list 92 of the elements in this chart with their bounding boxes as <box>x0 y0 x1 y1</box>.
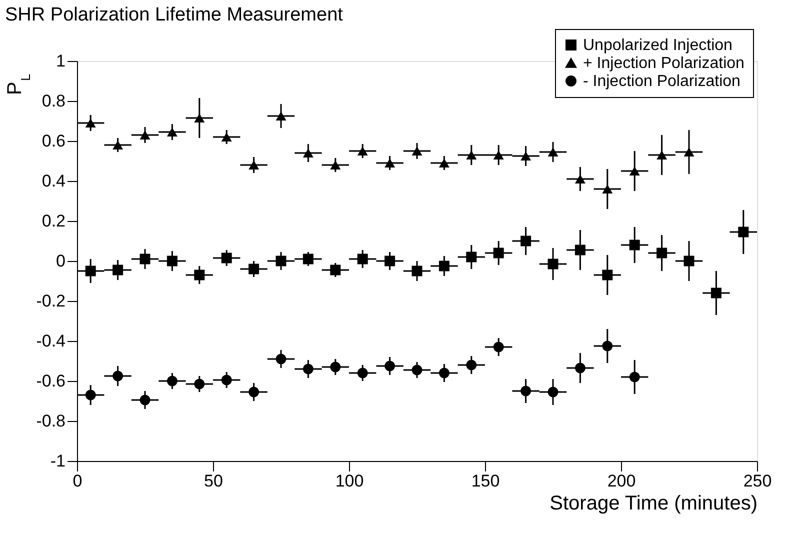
point <box>412 364 422 376</box>
point <box>710 288 722 298</box>
point <box>656 150 668 160</box>
y-axis-title: PL <box>4 74 33 95</box>
point <box>629 372 640 382</box>
y-tick-label: 0 <box>56 252 66 270</box>
point <box>384 158 396 168</box>
point <box>276 354 286 364</box>
point <box>194 270 205 280</box>
chart-title: SHR Polarization Lifetime Measurement <box>5 4 344 26</box>
point <box>574 174 586 184</box>
point <box>357 368 368 378</box>
point <box>112 264 124 276</box>
y-tick-label: -0.6 <box>36 372 66 390</box>
y-tick-label: 0.4 <box>42 172 66 190</box>
point <box>85 266 96 276</box>
point <box>248 264 260 274</box>
x-tick-label: 0 <box>72 472 82 490</box>
point <box>656 248 668 258</box>
point <box>466 150 477 160</box>
point <box>384 256 396 266</box>
point <box>276 256 286 266</box>
y-tick-label: 1 <box>56 52 66 70</box>
point <box>629 240 640 250</box>
point <box>684 256 694 266</box>
point <box>330 264 341 276</box>
x-axis-title: Storage Time (minutes) <box>550 492 758 514</box>
point <box>438 158 450 168</box>
y-tick-label: 0.8 <box>42 92 66 110</box>
point <box>302 254 314 264</box>
point <box>684 147 694 157</box>
point <box>493 248 504 258</box>
point <box>548 386 558 398</box>
point <box>112 370 124 382</box>
point <box>438 368 450 378</box>
y-tick-label: 0.6 <box>42 132 66 150</box>
y-tick-label: -0.2 <box>36 292 66 310</box>
point <box>140 130 150 140</box>
point <box>194 113 205 123</box>
point <box>466 252 477 262</box>
point <box>357 146 368 156</box>
point <box>140 254 150 264</box>
point <box>112 140 124 150</box>
point <box>438 260 450 272</box>
point <box>194 378 205 390</box>
point <box>357 254 368 264</box>
legend-label: + Injection Polarization <box>583 55 744 72</box>
y-tick-label: -0.8 <box>36 412 66 430</box>
point <box>248 160 260 170</box>
point <box>493 150 504 160</box>
point <box>221 132 232 142</box>
point <box>412 146 422 156</box>
point <box>602 270 613 280</box>
point <box>140 394 150 406</box>
point <box>221 374 232 386</box>
point <box>493 342 504 352</box>
x-tick-label: 150 <box>471 472 500 490</box>
point <box>248 386 260 398</box>
x-tick-label: 50 <box>204 472 223 490</box>
point <box>384 360 396 372</box>
point <box>466 360 477 370</box>
point <box>548 258 558 270</box>
point <box>302 364 314 374</box>
point <box>330 362 341 372</box>
point <box>166 127 178 137</box>
point <box>738 226 749 238</box>
legend-label: Unpolarized Injection <box>583 37 732 54</box>
point <box>85 390 96 400</box>
point <box>330 160 341 170</box>
point <box>602 340 613 352</box>
point <box>520 151 532 161</box>
point <box>166 256 178 266</box>
point <box>629 166 640 176</box>
x-tick-label: 200 <box>607 472 636 490</box>
point <box>520 236 532 246</box>
x-tick-label: 100 <box>335 472 364 490</box>
point <box>166 376 178 386</box>
legend-label: - Injection Polarization <box>583 73 740 90</box>
y-tick-label: -0.4 <box>36 332 66 350</box>
point <box>276 111 286 121</box>
y-tick-label: 0.2 <box>42 212 66 230</box>
point <box>574 244 586 256</box>
point <box>85 118 96 128</box>
point <box>302 148 314 158</box>
point <box>520 386 532 396</box>
point <box>412 266 422 276</box>
point <box>548 147 558 157</box>
x-tick-label: 250 <box>743 472 772 490</box>
y-tick-label: -1 <box>50 452 66 470</box>
point <box>574 362 586 374</box>
point <box>221 252 232 264</box>
point <box>602 184 613 194</box>
